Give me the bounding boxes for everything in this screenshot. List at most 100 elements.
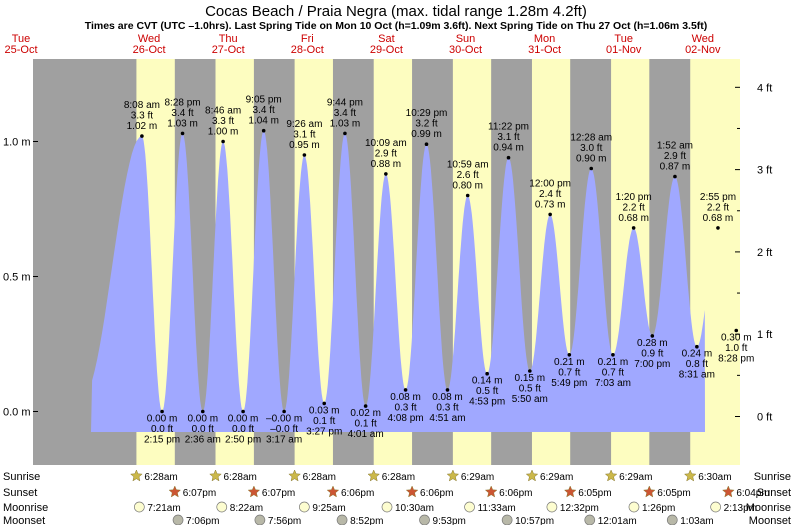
low-tide-label: 0.00 m bbox=[228, 414, 259, 425]
sunset-icon bbox=[405, 485, 419, 498]
low-tide-label: 0.15 m bbox=[515, 373, 546, 384]
tide-point bbox=[589, 166, 594, 171]
high-tide-label: 2:55 pm bbox=[700, 192, 736, 203]
day-weekday-label: Wed bbox=[138, 33, 160, 45]
sunset-time-label: 6:07pm bbox=[183, 488, 216, 499]
moonrise-icon bbox=[464, 501, 475, 513]
day-date-label: 28-Oct bbox=[291, 44, 324, 56]
high-tide-label: 3.1 ft bbox=[497, 132, 519, 143]
low-tide-label: 0.3 ft bbox=[436, 402, 458, 413]
high-tide-label: 8:46 am bbox=[205, 106, 241, 117]
moonset-icon bbox=[336, 514, 348, 525]
moonset-icon bbox=[419, 514, 430, 525]
high-tide-label: 9:26 am bbox=[286, 119, 322, 130]
high-tide-label: 3.3 ft bbox=[212, 116, 234, 127]
low-tide-label: 0.00 m bbox=[147, 414, 178, 425]
tide-point bbox=[548, 212, 552, 217]
moonset-time-label: 12:01am bbox=[598, 516, 637, 525]
sunrise-icon bbox=[288, 469, 301, 482]
high-tide-label: 2.2 ft bbox=[623, 202, 645, 213]
right-axis-tick-label: 4 ft bbox=[757, 82, 772, 94]
tide-point bbox=[261, 128, 266, 133]
moonset-icon bbox=[254, 514, 266, 525]
low-tide-label: 0.08 m bbox=[390, 392, 421, 403]
low-tide-label: 0.5 ft bbox=[519, 384, 541, 395]
sunset-time-label: 6:06pm bbox=[499, 488, 532, 499]
high-tide-label: 0.94 m bbox=[493, 143, 524, 154]
tide-point bbox=[673, 174, 677, 179]
high-tide-label: 0.68 m bbox=[618, 213, 649, 224]
tide-point bbox=[695, 344, 699, 349]
high-tide-label: 0.68 m bbox=[703, 213, 734, 224]
tide-point bbox=[160, 409, 164, 414]
low-tide-label: 1.0 ft bbox=[725, 343, 747, 354]
high-tide-label: 0.90 m bbox=[576, 154, 607, 165]
tide-point bbox=[403, 388, 408, 392]
moonrise-icon bbox=[546, 501, 558, 513]
sunrise-icon bbox=[367, 469, 381, 482]
high-tide-label: 2.9 ft bbox=[664, 151, 686, 162]
low-tide-label: 0.0 ft bbox=[232, 424, 254, 435]
sunset-time-label: 6:05pm bbox=[578, 488, 611, 499]
sunset-time-label: 6:07pm bbox=[262, 488, 295, 499]
sunrise-time-label: 6:28am bbox=[382, 472, 415, 483]
tide-point bbox=[716, 226, 720, 230]
sunrise-time-label: 6:29am bbox=[540, 472, 573, 483]
high-tide-label: 10:09 am bbox=[365, 138, 407, 149]
high-tide-label: 1:52 am bbox=[657, 141, 693, 152]
moonset-icon bbox=[172, 514, 184, 525]
tide-point bbox=[384, 172, 388, 176]
day-weekday-label: Wed bbox=[692, 33, 714, 45]
sunrise-time-label: 6:28am bbox=[303, 472, 336, 483]
tide-point bbox=[567, 353, 572, 357]
low-tide-label: 7:03 am bbox=[595, 378, 631, 389]
high-tide-label: 3.4 ft bbox=[253, 105, 275, 116]
day-date-label: 26-Oct bbox=[133, 44, 166, 56]
low-tide-label: 0.03 m bbox=[309, 405, 340, 416]
high-tide-label: 0.80 m bbox=[452, 181, 483, 192]
high-tide-label: 0.95 m bbox=[289, 140, 320, 151]
high-tide-label: 10:59 am bbox=[447, 160, 489, 171]
left-axis-tick-label: 0.5 m bbox=[3, 272, 31, 284]
sunrise-time-label: 6:30am bbox=[698, 472, 731, 483]
moonset-time-label: 10:57pm bbox=[515, 516, 554, 525]
low-tide-label: 0.1 ft bbox=[313, 416, 335, 427]
low-tide-label: 0.00 m bbox=[187, 414, 218, 425]
moonset-time-label: 9:53pm bbox=[433, 516, 466, 525]
low-tide-label: 0.7 ft bbox=[558, 367, 580, 378]
row-label-left: Sunset bbox=[3, 487, 37, 499]
tide-point bbox=[650, 334, 655, 338]
high-tide-label: 11:22 pm bbox=[488, 122, 529, 133]
day-weekday-label: Tue bbox=[12, 33, 31, 45]
moonset-icon bbox=[584, 514, 596, 525]
high-tide-label: 1:20 pm bbox=[616, 192, 652, 203]
day-date-label: 30-Oct bbox=[449, 44, 482, 56]
tide-point bbox=[424, 142, 429, 146]
tide-point bbox=[221, 139, 225, 144]
low-tide-label: 8:28 pm bbox=[718, 354, 754, 365]
high-tide-label: 1.04 m bbox=[248, 116, 279, 127]
sun-moon-rows: Sunrise Sunrise Sunset Sunset Moonrise Moonri… bbox=[3, 469, 791, 525]
row-label-left: Sunrise bbox=[3, 471, 40, 483]
low-tide-label: –0.00 m bbox=[266, 414, 302, 425]
row-label-right: Moonset bbox=[749, 515, 791, 525]
day-date-label: 01-Nov bbox=[606, 44, 642, 56]
low-tide-label: 4:01 am bbox=[348, 429, 384, 440]
sunset-icon bbox=[563, 485, 577, 498]
high-tide-label: 2.4 ft bbox=[539, 189, 561, 200]
high-tide-label: 10:29 pm bbox=[406, 108, 448, 119]
right-axis-tick-label: 2 ft bbox=[757, 247, 772, 259]
sunrise-icon bbox=[130, 469, 143, 482]
high-tide-label: 1.02 m bbox=[127, 121, 158, 132]
high-tide-label: 0.73 m bbox=[535, 199, 566, 210]
moonrise-time-label: 12:32pm bbox=[560, 503, 599, 514]
moonrise-time-label: 11:33am bbox=[478, 503, 516, 514]
tide-point bbox=[465, 193, 470, 198]
high-tide-label: 12:00 pm bbox=[529, 178, 571, 189]
sunrise-icon bbox=[525, 469, 539, 482]
sunset-time-label: 6:06pm bbox=[420, 488, 453, 499]
row-label-right: Sunrise bbox=[754, 471, 791, 483]
moonrise-icon bbox=[298, 501, 310, 513]
high-tide-label: 1.03 m bbox=[330, 118, 361, 129]
low-tide-label: 0.1 ft bbox=[355, 419, 377, 430]
